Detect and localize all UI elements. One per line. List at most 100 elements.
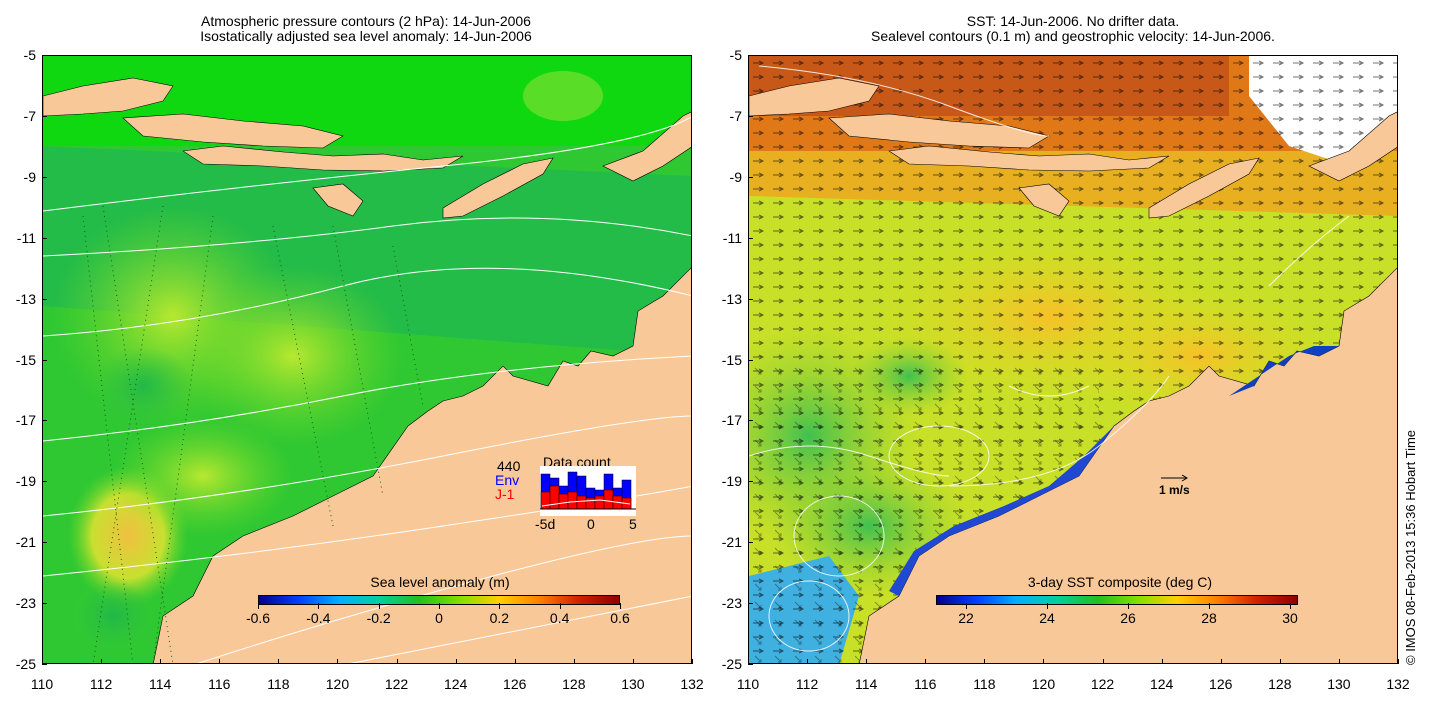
left-map-y-tick-label: -21 [15, 534, 36, 551]
left-map-x-tick-label: 120 [325, 676, 350, 692]
left-map-y-tick-mark [42, 298, 47, 300]
left-map-x-tick-mark [632, 659, 634, 664]
right-map-x-tick-label: 130 [1327, 676, 1351, 692]
left-map-x-tick-mark [396, 659, 398, 664]
left-map-y-tick-label: -17 [15, 412, 36, 429]
right-map-y-tick-mark [748, 55, 753, 56]
left-map-x-tick-label: 118 [267, 676, 290, 692]
sea-level-colorbar-label: 0.2 [489, 610, 510, 626]
right-map-x-tick-mark [1338, 659, 1340, 664]
right-map-y-tick-label: -15 [721, 351, 742, 368]
right-map-x-tick-label: 126 [1209, 676, 1233, 692]
right-map-x-tick-label: 120 [1031, 676, 1056, 692]
right-map-x-tick-mark [1161, 659, 1163, 664]
left-map-y-tick-label: -5 [23, 47, 36, 63]
sst-colorbar-tick [1047, 603, 1048, 609]
right-title-line2: Sealevel contours (0.1 m) and geostrophi… [871, 28, 1275, 44]
right-map-x-tick-label: 114 [855, 676, 878, 692]
sea-level-colorbar-tick [620, 603, 621, 609]
right-map-x-tick-label: 128 [1268, 676, 1292, 692]
left-map-x-tick-label: 130 [621, 676, 645, 692]
right-map-x-tick-label: 116 [914, 676, 937, 692]
left-map-x-tick-label: 126 [503, 676, 527, 692]
imos-credit: © IMOS 08-Feb-2013 15:36 Hobart Time [1403, 429, 1418, 665]
right-map-x-tick-mark [1220, 659, 1222, 664]
data-count-total: 440 [497, 458, 521, 474]
left-map-y-tick-mark [42, 55, 47, 56]
sea-level-colorbar-label: 0.6 [610, 610, 630, 626]
left-map-y-tick-label: -15 [15, 351, 36, 368]
right-map-x-tick-mark [1043, 659, 1045, 664]
left-map-y-tick-mark [42, 542, 47, 544]
left-map-y-tick-mark [42, 237, 47, 239]
right-map-y-tick-label: -25 [721, 656, 742, 672]
left-title-line2: Isostatically adjusted sea level anomaly… [200, 28, 532, 44]
data-count-x-label-zero: 0 [587, 516, 595, 532]
sst-colorbar-label: 30 [1282, 610, 1298, 626]
sst-colorbar [936, 595, 1298, 605]
left-map-x-tick-mark [692, 659, 693, 664]
left-map-x-tick-label: 112 [89, 676, 113, 692]
right-map-y-tick-mark [748, 298, 753, 300]
left-map-x-tick-label: 128 [562, 676, 586, 692]
sea-level-colorbar-label: 0 [435, 610, 443, 626]
sea-level-colorbar-label: -0.2 [366, 610, 391, 626]
left-map-y-tick-label: -13 [15, 290, 36, 307]
left-map-y-tick-label: -11 [16, 229, 36, 246]
left-map-y-tick-mark [42, 664, 47, 665]
right-map-x-tick-mark [1102, 659, 1104, 664]
left-map-x-tick-mark [337, 659, 339, 664]
left-map-x-tick-mark [278, 659, 280, 664]
left-map-y-tick-mark [42, 603, 47, 605]
left-map-x-tick-mark [42, 659, 43, 664]
left-map-y-tick-label: -19 [15, 473, 36, 490]
sea-level-colorbar-tick [499, 603, 501, 609]
sea-level-colorbar-title: Sea level anomaly (m) [370, 574, 510, 590]
sst-map-graphic [749, 56, 1397, 663]
right-map-y-tick-mark [748, 542, 753, 544]
left-map-x-tick-mark [514, 659, 516, 664]
sst-colorbar-label: 24 [1039, 610, 1055, 626]
right-map-x-tick-mark [866, 659, 868, 664]
right-map-y-tick-label: -23 [721, 595, 742, 612]
right-map-y-tick-label: -21 [721, 534, 742, 551]
left-map-x-tick-mark [101, 659, 103, 664]
sea-level-colorbar-tick [559, 603, 561, 609]
data-count-x-label-end: 5 [629, 516, 637, 532]
sst-colorbar-label: 22 [958, 610, 974, 626]
left-map-x-tick-label: 116 [208, 676, 231, 692]
right-map-y-tick-label: -11 [722, 229, 742, 246]
data-count-histogram [540, 466, 636, 516]
sea-level-colorbar-tick [318, 603, 320, 609]
right-map-y-tick-label: -17 [721, 412, 742, 429]
right-map-y-tick-label: -5 [729, 47, 742, 63]
sst-map: 1 m/s [748, 55, 1398, 664]
right-map-y-tick-label: -7 [729, 107, 742, 124]
right-map-x-tick-mark [984, 659, 986, 664]
left-map-x-tick-label: 124 [443, 676, 468, 692]
left-map-x-tick-mark [219, 659, 221, 664]
sea-level-colorbar-label: -0.4 [306, 610, 331, 626]
right-map-x-tick-label: 132 [1386, 676, 1410, 692]
data-count-x-label-start: -5d [535, 516, 556, 532]
left-map-x-tick-label: 110 [30, 676, 54, 692]
sea-level-colorbar-label: -0.6 [245, 610, 271, 626]
right-map-y-tick-mark [748, 603, 753, 605]
right-map-y-tick-mark [748, 420, 753, 422]
right-map-x-tick-label: 110 [736, 676, 760, 692]
right-map-y-tick-mark [748, 664, 753, 665]
right-map-title: SST: 14-Jun-2006. No drifter data. Seale… [748, 14, 1398, 44]
right-map-x-tick-mark [1398, 659, 1399, 664]
sea-level-colorbar-tick [378, 603, 380, 609]
right-map-x-tick-label: 118 [973, 676, 996, 692]
left-map-y-tick-label: -25 [15, 656, 36, 672]
right-map-x-tick-mark [925, 659, 927, 664]
right-map-y-tick-mark [748, 359, 753, 361]
left-map-y-tick-label: -9 [23, 168, 36, 185]
sst-colorbar-tick [1209, 603, 1210, 609]
velocity-scale-label: 1 m/s [1159, 483, 1190, 497]
sea-level-colorbar-label: 0.4 [549, 610, 570, 626]
right-map-y-tick-label: -19 [721, 473, 742, 490]
left-map-x-tick-label: 132 [680, 676, 704, 692]
sst-colorbar-title: 3-day SST composite (deg C) [1027, 574, 1213, 590]
